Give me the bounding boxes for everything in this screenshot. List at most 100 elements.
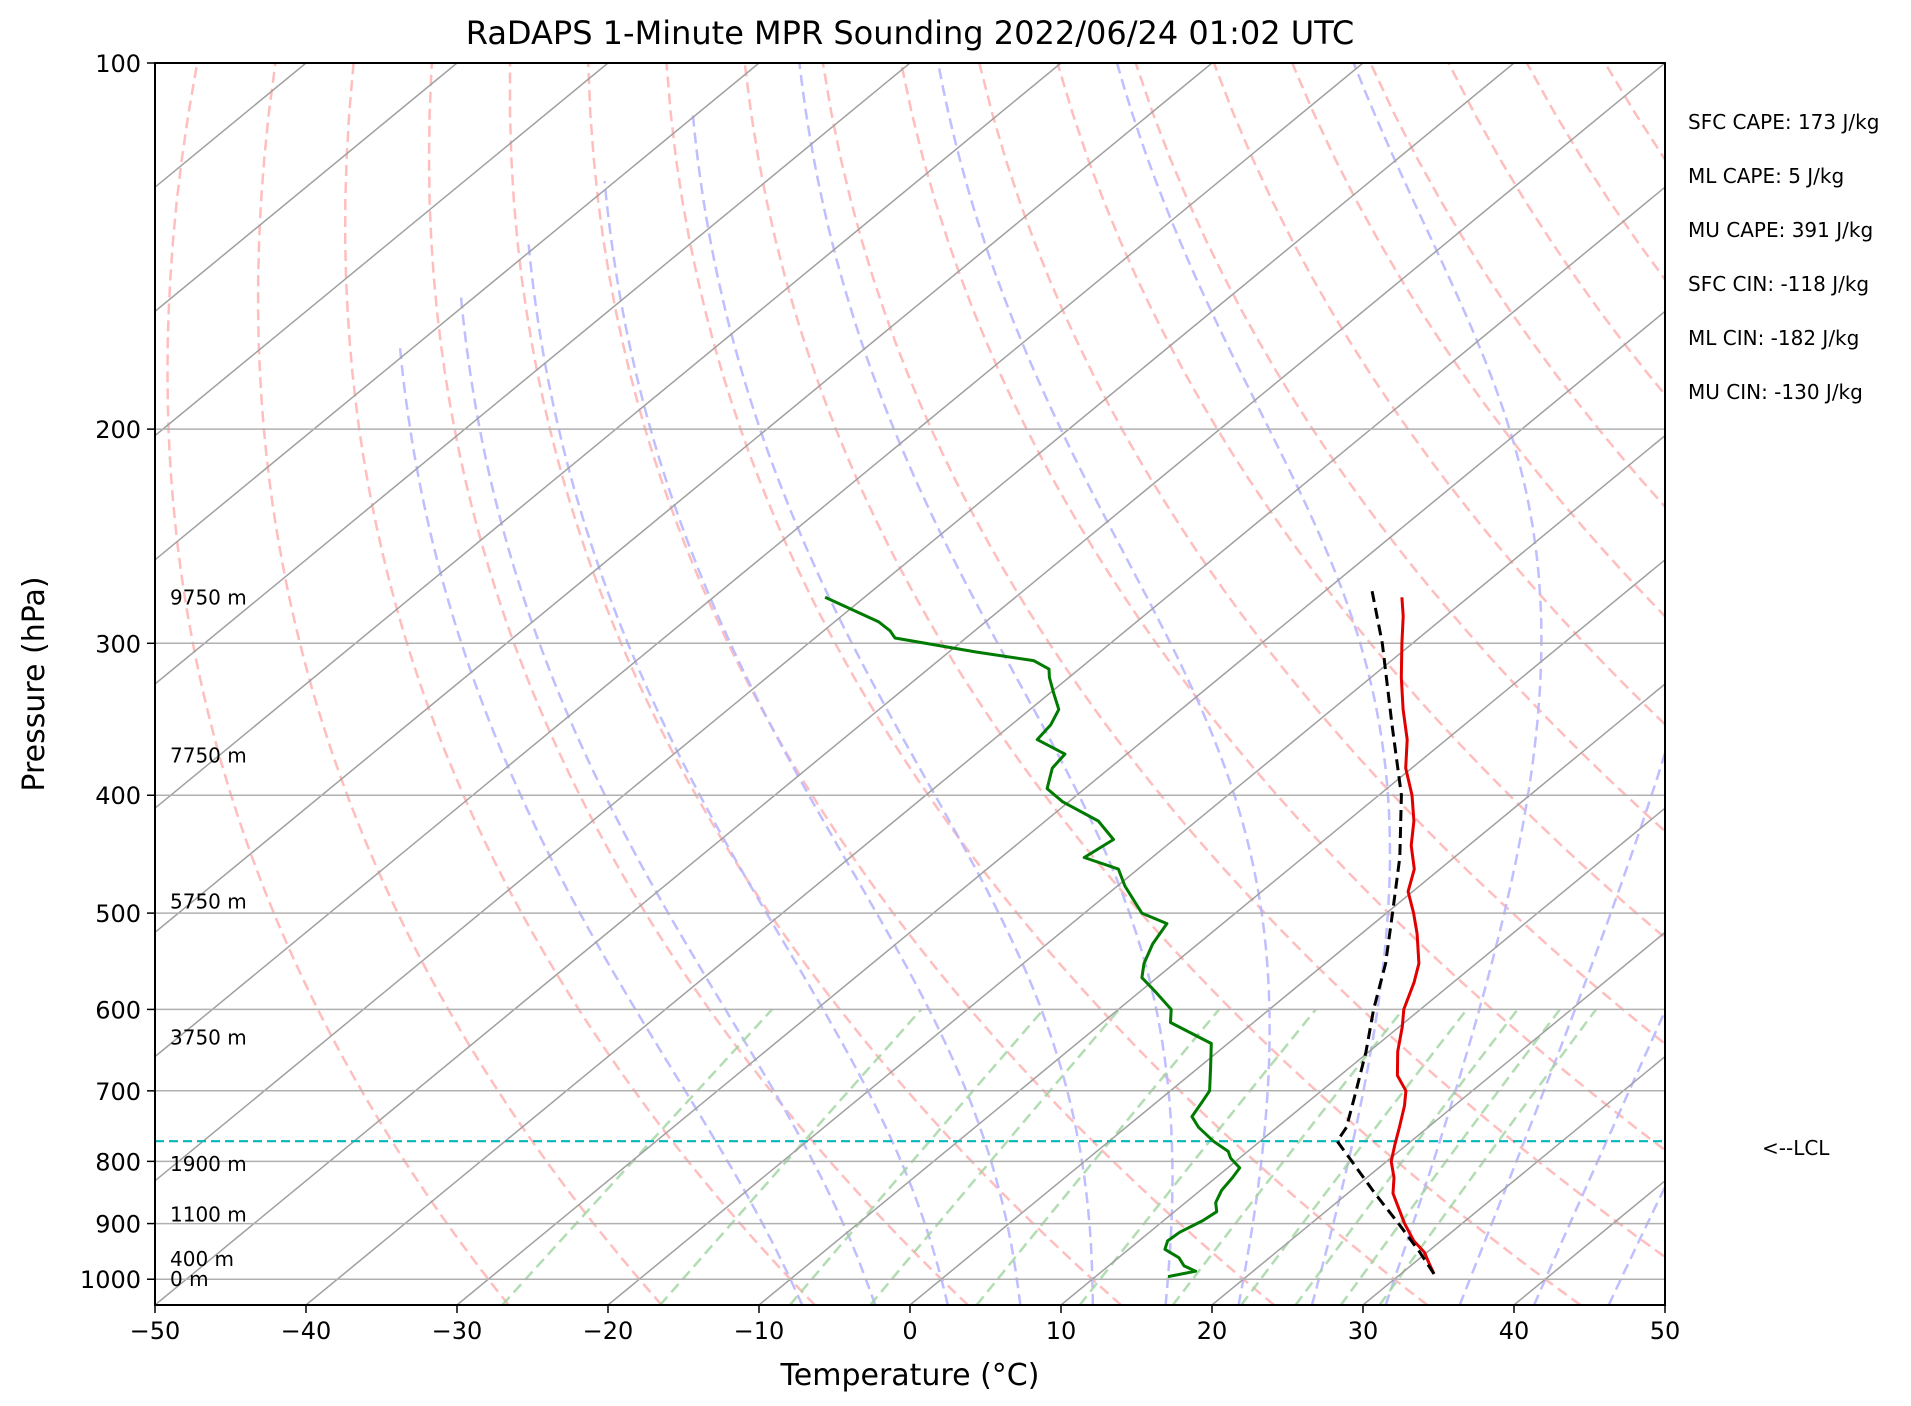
height-label: 9750 m <box>170 585 247 609</box>
dry-adiabat <box>978 63 1665 1046</box>
mixing-ratio-line <box>1378 1008 1598 1305</box>
x-tick-label: −50 <box>130 1317 181 1345</box>
mixing-ratio-line <box>1078 1008 1317 1305</box>
y-tick-label: 800 <box>95 1148 141 1176</box>
mixing-ratio-line <box>659 1008 923 1305</box>
parcel-trace <box>1335 587 1436 1275</box>
dry-adiabat <box>821 63 1665 1259</box>
height-label: 400 m <box>170 1247 234 1271</box>
mixing-ratio-line <box>1240 1008 1468 1305</box>
stability-index: SFC CIN: -118 J/kg <box>1688 272 1869 296</box>
y-tick-label: 700 <box>95 1078 141 1106</box>
y-tick-label: 600 <box>95 996 141 1024</box>
dry-adiabat <box>665 63 1429 1305</box>
lcl-label: <--LCL <box>1762 1136 1830 1160</box>
height-label: 3750 m <box>170 1026 247 1050</box>
isotherm <box>155 63 911 685</box>
x-tick-label: 10 <box>1046 1317 1077 1345</box>
dry-adiabat <box>1447 63 1665 397</box>
dry-adiabat <box>1683 63 1911 1305</box>
isotherm <box>1362 1055 1665 1305</box>
dry-adiabat <box>256 63 663 1305</box>
dry-adiabat <box>1761 63 1911 1305</box>
isotherm <box>1664 1304 1665 1305</box>
x-tick-label: −30 <box>432 1317 483 1345</box>
height-label: 1900 m <box>170 1152 247 1176</box>
lcl-line-layer: <--LCL <box>155 1136 1830 1160</box>
isotherm <box>155 63 760 561</box>
dry-adiabat <box>1525 63 1665 282</box>
x-tick-label: 30 <box>1348 1317 1379 1345</box>
isotherm <box>155 63 1364 1058</box>
moist-adiabat <box>1458 63 1665 1305</box>
moist-adiabat <box>1607 1184 1665 1305</box>
moist-adiabat <box>527 240 950 1305</box>
y-axis-ticks: 100 200 300 400 500 600 700 800 900 1000 <box>80 50 155 1294</box>
height-label: 1100 m <box>170 1203 247 1227</box>
isotherm <box>1211 931 1665 1305</box>
x-tick-label: 50 <box>1650 1317 1681 1345</box>
x-tick-label: 20 <box>1197 1317 1228 1345</box>
stability-index: SFC CAPE: 173 J/kg <box>1688 110 1879 134</box>
height-label: 0 m <box>170 1267 209 1291</box>
background-lines <box>155 63 1911 1305</box>
x-tick-label: −40 <box>281 1317 332 1345</box>
moist-adiabat <box>1532 1008 1665 1305</box>
moist-adiabat <box>691 113 1095 1305</box>
dry-adiabat <box>508 63 1122 1305</box>
dry-adiabat <box>1603 63 1665 162</box>
moist-adiabat <box>798 63 1174 1305</box>
isotherm <box>456 310 1665 1305</box>
dry-adiabat <box>1369 63 1665 509</box>
y-tick-label: 100 <box>95 50 141 78</box>
stability-index: MU CAPE: 391 J/kg <box>1688 218 1873 242</box>
moist-adiabat <box>936 63 1271 1305</box>
y-tick-label: 400 <box>95 782 141 810</box>
x-axis-title: Temperature (°C) <box>780 1358 1040 1393</box>
y-tick-label: 1000 <box>80 1266 141 1294</box>
x-tick-label: 40 <box>1499 1317 1530 1345</box>
x-tick-label: 0 <box>902 1317 917 1345</box>
mixing-ratio-line <box>1171 1008 1404 1305</box>
mixing-ratio-line <box>501 1008 774 1305</box>
moist-adiabat <box>1352 63 1543 1305</box>
isotherm <box>155 63 458 313</box>
x-tick-label: −20 <box>583 1317 634 1345</box>
isotherm <box>155 63 1665 1305</box>
sounding-traces <box>824 587 1436 1279</box>
dry-adiabat <box>343 63 816 1305</box>
dry-adiabat <box>899 63 1665 1152</box>
moist-adiabat <box>603 180 1022 1305</box>
isotherm <box>909 683 1665 1305</box>
dry-adiabat <box>1212 63 1665 727</box>
stability-indices: SFC CAPE: 173 J/kg ML CAPE: 5 J/kg MU CAPE… <box>1688 110 1879 404</box>
dry-adiabat <box>1056 63 1665 940</box>
chart-title: RaDAPS 1-Minute MPR Sounding 2022/06/24 … <box>466 14 1354 52</box>
isotherm <box>607 434 1665 1305</box>
isotherm <box>155 63 1062 810</box>
dry-adiabat <box>1291 63 1665 619</box>
mixing-ratio-line <box>869 1008 1121 1305</box>
x-axis-ticks: −50 −40 −30 −20 −10 0 10 20 30 40 50 <box>130 1305 1681 1345</box>
y-axis-title: Pressure (hPa) <box>17 576 52 791</box>
height-label: 7750 m <box>170 743 247 767</box>
isotherm <box>1513 1179 1665 1305</box>
dry-adiabat <box>1840 63 1911 1305</box>
dry-adiabat <box>743 63 1582 1305</box>
dry-adiabat <box>1134 63 1665 833</box>
isotherm <box>155 63 609 437</box>
stability-index: ML CIN: -182 J/kg <box>1688 326 1859 350</box>
y-tick-label: 300 <box>95 630 141 658</box>
y-tick-label: 900 <box>95 1211 141 1239</box>
stability-index: ML CAPE: 5 J/kg <box>1688 164 1844 188</box>
mixing-ratio-line <box>975 1008 1221 1305</box>
mixing-ratio-line <box>788 1008 1045 1305</box>
stability-index: MU CIN: -130 J/kg <box>1688 380 1863 404</box>
mixing-ratio-line <box>1294 1008 1519 1305</box>
y-tick-label: 500 <box>95 900 141 928</box>
dry-adiabat <box>427 63 969 1305</box>
dry-adiabat <box>166 63 510 1305</box>
y-tick-label: 200 <box>95 416 141 444</box>
moist-adiabat <box>459 294 877 1305</box>
isotherm <box>155 63 1515 1182</box>
